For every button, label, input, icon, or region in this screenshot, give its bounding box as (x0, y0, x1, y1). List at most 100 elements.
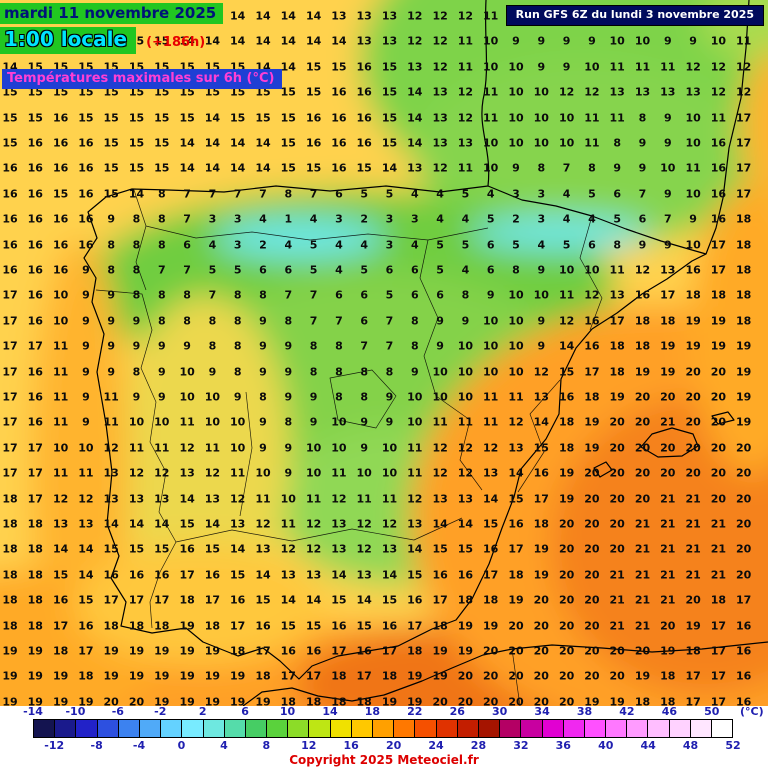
temp-value: 14 (128, 187, 145, 201)
temp-value: 18 (660, 314, 676, 328)
scale-tick-label: -8 (90, 739, 103, 752)
temp-value: 17 (2, 365, 18, 379)
temp-value: 13 (660, 85, 676, 99)
temp-value: 14 (204, 111, 221, 125)
scale-tick-label: 50 (704, 705, 720, 718)
temp-value: 10 (483, 161, 499, 175)
temp-value: 8 (132, 238, 141, 252)
temp-value: 19 (154, 695, 170, 709)
temp-value: 11 (407, 441, 423, 455)
temp-value: 21 (609, 593, 625, 607)
temp-value: 19 (609, 390, 625, 404)
temp-value: 19 (2, 644, 18, 658)
temp-value: 19 (407, 669, 423, 683)
temp-value: 19 (27, 669, 43, 683)
temp-value: 19 (103, 644, 119, 658)
temp-value: 15 (305, 60, 322, 74)
temp-value: 15 (52, 85, 69, 99)
temp-value: 9 (537, 34, 546, 48)
temp-value: 15 (128, 542, 145, 556)
temp-value: 20 (710, 441, 727, 455)
temp-value: 20 (584, 619, 600, 633)
temp-value: 16 (356, 85, 372, 99)
temp-value: 17 (736, 593, 752, 607)
temp-value: 15 (27, 60, 43, 74)
temp-value: 14 (407, 111, 423, 125)
temp-value: 5 (385, 187, 394, 201)
temp-value: 10 (533, 111, 549, 125)
temp-value: 17 (483, 568, 499, 582)
temp-value: 20 (508, 644, 524, 658)
temp-value: 9 (284, 390, 293, 404)
temp-value: 16 (685, 263, 701, 277)
scale-tick-label: 18 (364, 705, 381, 718)
temp-value: 10 (154, 415, 170, 429)
temp-value: 10 (457, 339, 474, 353)
temp-value: 5 (360, 263, 369, 277)
temp-value: 16 (27, 263, 43, 277)
temp-value: 19 (432, 644, 448, 658)
temp-value: 15 (533, 441, 549, 455)
temp-value: 17 (103, 593, 119, 607)
temp-value: 9 (82, 390, 90, 404)
temp-value: 11 (230, 466, 246, 480)
temp-value: 13 (381, 9, 398, 23)
temp-value: 18 (2, 492, 18, 506)
temp-value: 4 (436, 212, 444, 226)
scale-cell (161, 720, 183, 737)
temp-value: 6 (410, 288, 419, 302)
scale-cell (182, 720, 204, 737)
temp-value: 11 (483, 415, 499, 429)
temp-value: 18 (154, 619, 170, 633)
temp-value: 4 (284, 238, 293, 252)
temp-value: 13 (154, 492, 170, 506)
temp-value: 9 (233, 390, 242, 404)
temp-value: 4 (208, 238, 217, 252)
temp-value: 12 (381, 517, 398, 531)
temp-value: 20 (483, 669, 499, 683)
temp-value: 15 (305, 619, 322, 633)
temp-value: 3 (410, 212, 419, 226)
temp-value: 9 (82, 263, 90, 277)
temp-value: 10 (508, 85, 524, 99)
temp-value: 16 (255, 619, 271, 633)
temp-value: 11 (483, 85, 499, 99)
temp-value: 9 (107, 288, 116, 302)
temp-value: 14 (2, 60, 18, 74)
temp-value: 18 (331, 669, 347, 683)
temp-value: 14 (305, 34, 322, 48)
temp-value: 17 (710, 669, 727, 683)
temp-value: 16 (736, 619, 752, 633)
scale-tick-label: 4 (220, 739, 228, 752)
temp-value: 19 (710, 314, 727, 328)
temp-value: 19 (179, 669, 195, 683)
temp-value: 9 (82, 288, 90, 302)
temp-value: 16 (305, 644, 322, 658)
temp-value: 19 (483, 619, 499, 633)
temp-value: 10 (432, 390, 448, 404)
temp-value: 13 (407, 60, 423, 74)
temp-value: 19 (508, 593, 524, 607)
temp-value: 20 (558, 695, 575, 709)
temp-value: 17 (2, 441, 18, 455)
temp-value: 13 (356, 34, 372, 48)
temp-value: 18 (204, 619, 221, 633)
temp-value: 5 (436, 263, 444, 277)
temp-value: 15 (154, 161, 170, 175)
temp-value: 19 (407, 695, 423, 709)
temp-value: 10 (558, 111, 575, 125)
temp-value: 8 (259, 390, 267, 404)
temp-value: 8 (107, 238, 116, 252)
temp-value: 20 (736, 441, 752, 455)
temp-value: 9 (486, 288, 495, 302)
temp-value: 14 (179, 492, 195, 506)
scale-tick-label: -12 (44, 739, 65, 752)
temp-value: 16 (52, 593, 69, 607)
temp-value: 20 (558, 669, 575, 683)
temp-value: 13 (230, 517, 246, 531)
temp-value: 19 (27, 695, 43, 709)
temp-value: 18 (78, 669, 94, 683)
temp-value: 18 (457, 593, 474, 607)
temp-value: 15 (255, 111, 271, 125)
